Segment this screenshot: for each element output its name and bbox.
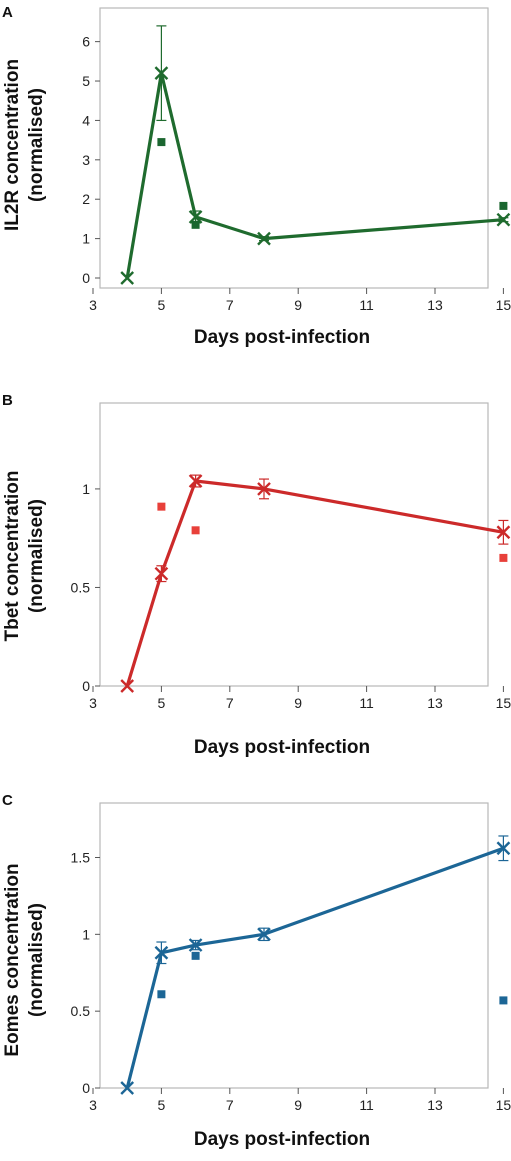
- chart-c-svg: C Eomes concentration (normalised) Days …: [2, 792, 511, 1150]
- x-tick-label: 15: [496, 1097, 511, 1113]
- mean-line: [125, 846, 504, 1089]
- replicate-point: [499, 553, 508, 562]
- mean-marker-b: [154, 945, 169, 960]
- chart-a-svg: A IL2R concentration (normalised) Days p…: [2, 4, 511, 348]
- y-tick-label: 0: [82, 1080, 90, 1096]
- mean-marker-b: [120, 1081, 135, 1095]
- y-tick-label: 2: [82, 191, 90, 207]
- x-tick-label: 9: [294, 695, 302, 711]
- x-tick-label: 11: [359, 297, 374, 313]
- y-axis-title-line2: (normalised): [26, 499, 47, 613]
- panel-letter: B: [2, 392, 13, 409]
- x-tick-label: 5: [158, 297, 166, 313]
- chart-panel-a: A IL2R concentration (normalised) Days p…: [0, 0, 511, 370]
- replicate-point: [157, 138, 166, 147]
- mean-marker-b: [257, 927, 271, 942]
- y-tick-label: 0: [82, 678, 90, 694]
- x-axis-title: Days post-infection: [194, 737, 370, 758]
- panel-letter: A: [2, 4, 13, 21]
- plot-frame: [99, 402, 489, 687]
- mean-marker-b: [257, 482, 271, 496]
- y-tick-label: 1: [82, 231, 90, 247]
- replicate-point: [157, 502, 166, 511]
- replicate-point: [499, 201, 508, 210]
- mean-marker-b: [496, 525, 511, 540]
- y-axis-title-line1: Eomes concentration: [2, 863, 23, 1056]
- y-axis-title-line1: Tbet concentration: [2, 470, 23, 641]
- y-tick-label: 1.5: [71, 849, 91, 865]
- chart-panel-b: B Tbet concentration (normalised) Days p…: [0, 388, 511, 768]
- y-tick-label: 0.5: [71, 579, 91, 595]
- x-tick-label: 11: [359, 1097, 374, 1113]
- mean-line: [125, 479, 504, 687]
- x-tick-label: 13: [427, 1097, 443, 1113]
- replicate-point: [191, 951, 200, 960]
- x-tick-label: 3: [89, 695, 97, 711]
- replicate-point: [191, 526, 200, 535]
- chart-panel-c: C Eomes concentration (normalised) Days …: [0, 788, 511, 1156]
- mean-marker-b: [496, 212, 511, 227]
- x-tick-label: 7: [226, 695, 234, 711]
- x-tick-label: 5: [158, 695, 166, 711]
- y-axis-title-line1: IL2R concentration: [2, 59, 23, 231]
- mean-marker-b: [188, 938, 203, 952]
- y-tick-label: 3: [82, 152, 90, 168]
- y-axis-title-line2: (normalised): [26, 88, 47, 202]
- y-tick-label: 4: [82, 112, 90, 128]
- x-tick-label: 9: [294, 297, 302, 313]
- panel-letter: C: [2, 792, 13, 809]
- chart-b-svg: B Tbet concentration (normalised) Days p…: [2, 392, 511, 758]
- mean-marker-b: [188, 474, 203, 488]
- y-tick-label: 6: [82, 34, 90, 50]
- x-tick-label: 7: [226, 1097, 234, 1113]
- x-tick-label: 11: [359, 695, 374, 711]
- plot-frame: [99, 802, 489, 1089]
- series-group: [120, 835, 511, 1095]
- x-tick-label: 3: [89, 1097, 97, 1113]
- mean-marker-b: [154, 66, 169, 81]
- y-tick-label: 0: [82, 270, 90, 286]
- x-axis-title: Days post-infection: [194, 327, 370, 348]
- x-tick-label: 13: [427, 297, 443, 313]
- x-tick-label: 15: [496, 695, 511, 711]
- x-tick-label: 3: [89, 297, 97, 313]
- series-group: [120, 474, 511, 693]
- y-tick-label: 1: [82, 926, 90, 942]
- mean-marker-b: [496, 841, 511, 856]
- replicate-point: [191, 220, 200, 229]
- plot-frame: [99, 7, 489, 289]
- replicate-point: [499, 996, 508, 1005]
- y-axis-title-line2: (normalised): [26, 903, 47, 1017]
- replicate-point: [157, 990, 166, 999]
- x-tick-label: 9: [294, 1097, 302, 1113]
- y-tick-label: 0.5: [71, 1003, 91, 1019]
- x-tick-label: 15: [496, 297, 511, 313]
- mean-marker-b: [120, 271, 135, 285]
- series-group: [120, 25, 511, 285]
- y-tick-label: 1: [82, 481, 90, 497]
- x-tick-label: 7: [226, 297, 234, 313]
- x-axis-title: Days post-infection: [194, 1129, 370, 1150]
- y-tick-label: 5: [82, 73, 90, 89]
- x-tick-label: 5: [158, 1097, 166, 1113]
- x-tick-label: 13: [427, 695, 443, 711]
- mean-marker-b: [120, 679, 135, 693]
- mean-line: [125, 71, 504, 279]
- mean-marker-b: [154, 566, 169, 581]
- mean-marker-b: [257, 231, 271, 246]
